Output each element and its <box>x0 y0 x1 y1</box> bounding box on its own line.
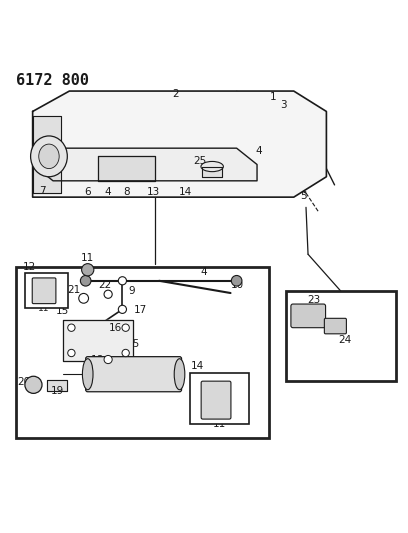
Text: 6172 800: 6172 800 <box>16 72 89 88</box>
Polygon shape <box>33 116 61 193</box>
Text: 19: 19 <box>51 386 64 396</box>
Text: 11: 11 <box>38 304 50 313</box>
Bar <box>190 373 249 424</box>
Text: 8: 8 <box>123 187 130 197</box>
Text: 3: 3 <box>280 100 287 110</box>
Polygon shape <box>202 166 222 177</box>
Text: 5: 5 <box>301 191 307 201</box>
Circle shape <box>118 277 126 285</box>
Text: 6: 6 <box>84 187 91 197</box>
Text: 23: 23 <box>308 295 321 305</box>
Bar <box>286 291 396 381</box>
Circle shape <box>231 276 242 286</box>
Ellipse shape <box>174 359 185 390</box>
Circle shape <box>118 305 126 313</box>
Text: 11: 11 <box>213 419 226 429</box>
Bar <box>16 266 269 438</box>
Ellipse shape <box>82 359 93 390</box>
Text: 24: 24 <box>338 335 351 345</box>
Text: 9: 9 <box>129 286 135 296</box>
Polygon shape <box>63 320 133 361</box>
Text: 2: 2 <box>172 89 179 99</box>
Text: 1: 1 <box>270 92 277 102</box>
Circle shape <box>79 294 89 303</box>
Text: 15: 15 <box>55 306 69 316</box>
Text: 16: 16 <box>109 322 122 333</box>
Ellipse shape <box>25 376 42 393</box>
Text: 4: 4 <box>256 147 262 157</box>
FancyBboxPatch shape <box>32 278 56 304</box>
Ellipse shape <box>201 161 224 172</box>
Circle shape <box>80 276 91 286</box>
Polygon shape <box>33 91 326 197</box>
Text: 14: 14 <box>179 187 192 197</box>
Text: 14: 14 <box>191 361 204 372</box>
Text: 21: 21 <box>68 285 81 295</box>
Circle shape <box>122 349 129 357</box>
Ellipse shape <box>31 136 67 177</box>
Text: 17: 17 <box>134 305 147 315</box>
Circle shape <box>104 356 112 364</box>
Circle shape <box>82 264 94 276</box>
Bar <box>25 273 68 308</box>
FancyBboxPatch shape <box>291 304 326 328</box>
Circle shape <box>68 324 75 332</box>
Polygon shape <box>47 380 67 391</box>
Text: 18: 18 <box>91 355 104 365</box>
Text: 25: 25 <box>193 156 206 166</box>
Text: 11: 11 <box>81 253 94 263</box>
Text: 20: 20 <box>17 377 30 387</box>
Text: 4: 4 <box>201 268 207 278</box>
Text: 22: 22 <box>99 280 112 290</box>
Polygon shape <box>33 148 257 181</box>
Text: 4: 4 <box>105 187 111 197</box>
Text: 12: 12 <box>23 262 36 272</box>
Circle shape <box>104 290 112 298</box>
Circle shape <box>122 324 129 332</box>
Text: 10: 10 <box>231 280 244 290</box>
FancyBboxPatch shape <box>201 381 231 419</box>
Polygon shape <box>98 156 155 181</box>
Circle shape <box>68 349 75 357</box>
FancyBboxPatch shape <box>86 357 182 392</box>
FancyBboxPatch shape <box>324 318 346 334</box>
Text: 13: 13 <box>146 187 160 197</box>
Text: 15: 15 <box>127 340 140 349</box>
Text: 7: 7 <box>40 186 46 196</box>
Ellipse shape <box>39 144 59 168</box>
